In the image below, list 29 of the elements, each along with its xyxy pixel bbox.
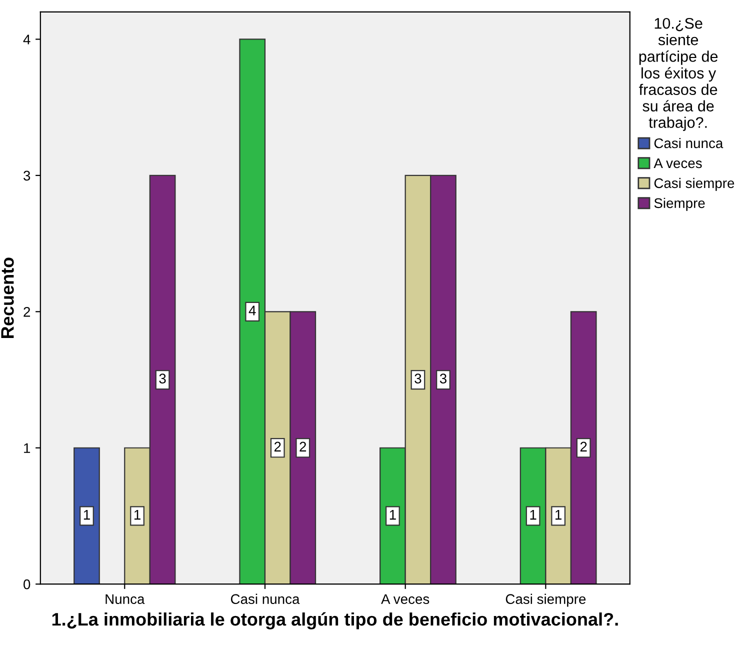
data-label: 4 [248,306,256,316]
data-label: 1 [390,510,396,520]
y-tick-label: 2 [24,306,30,317]
data-label: 2 [274,442,281,452]
data-label: 1 [556,510,562,520]
x-tick-label: A veces [381,594,430,604]
data-label: 3 [159,374,166,384]
data-label: 3 [414,374,422,384]
data-label: 2 [300,442,306,452]
legend-label: A veces [654,158,702,168]
legend-label: Casi nunca [654,138,724,148]
y-tick-label: 0 [24,579,30,590]
data-label: 1 [530,510,536,520]
y-axis-title: Recuento [1,258,14,338]
x-axis-title: 1.¿La inmobiliaria le otorga algún tipo de beneficio motivacional?. [52,612,618,630]
data-label: 1 [134,510,140,520]
data-label: 2 [580,442,587,452]
legend-label: Casi siempre [654,178,734,191]
y-tick-label: 3 [24,170,30,181]
y-tick-label: 1 [24,443,30,453]
data-label: 1 [84,510,90,520]
x-tick-label: Casi nunca [230,594,300,604]
legend-label: Siempre [654,198,705,211]
legend-title: 10.¿Se siente partícipe de los éxitos y fracasos de su área de trabajo?. [639,18,718,131]
x-tick-label: Casi siempre [506,594,586,607]
y-tick-label: 4 [23,34,30,44]
bar [74,447,100,584]
x-tick-label: Nunca [106,594,145,604]
data-label: 3 [440,374,446,384]
